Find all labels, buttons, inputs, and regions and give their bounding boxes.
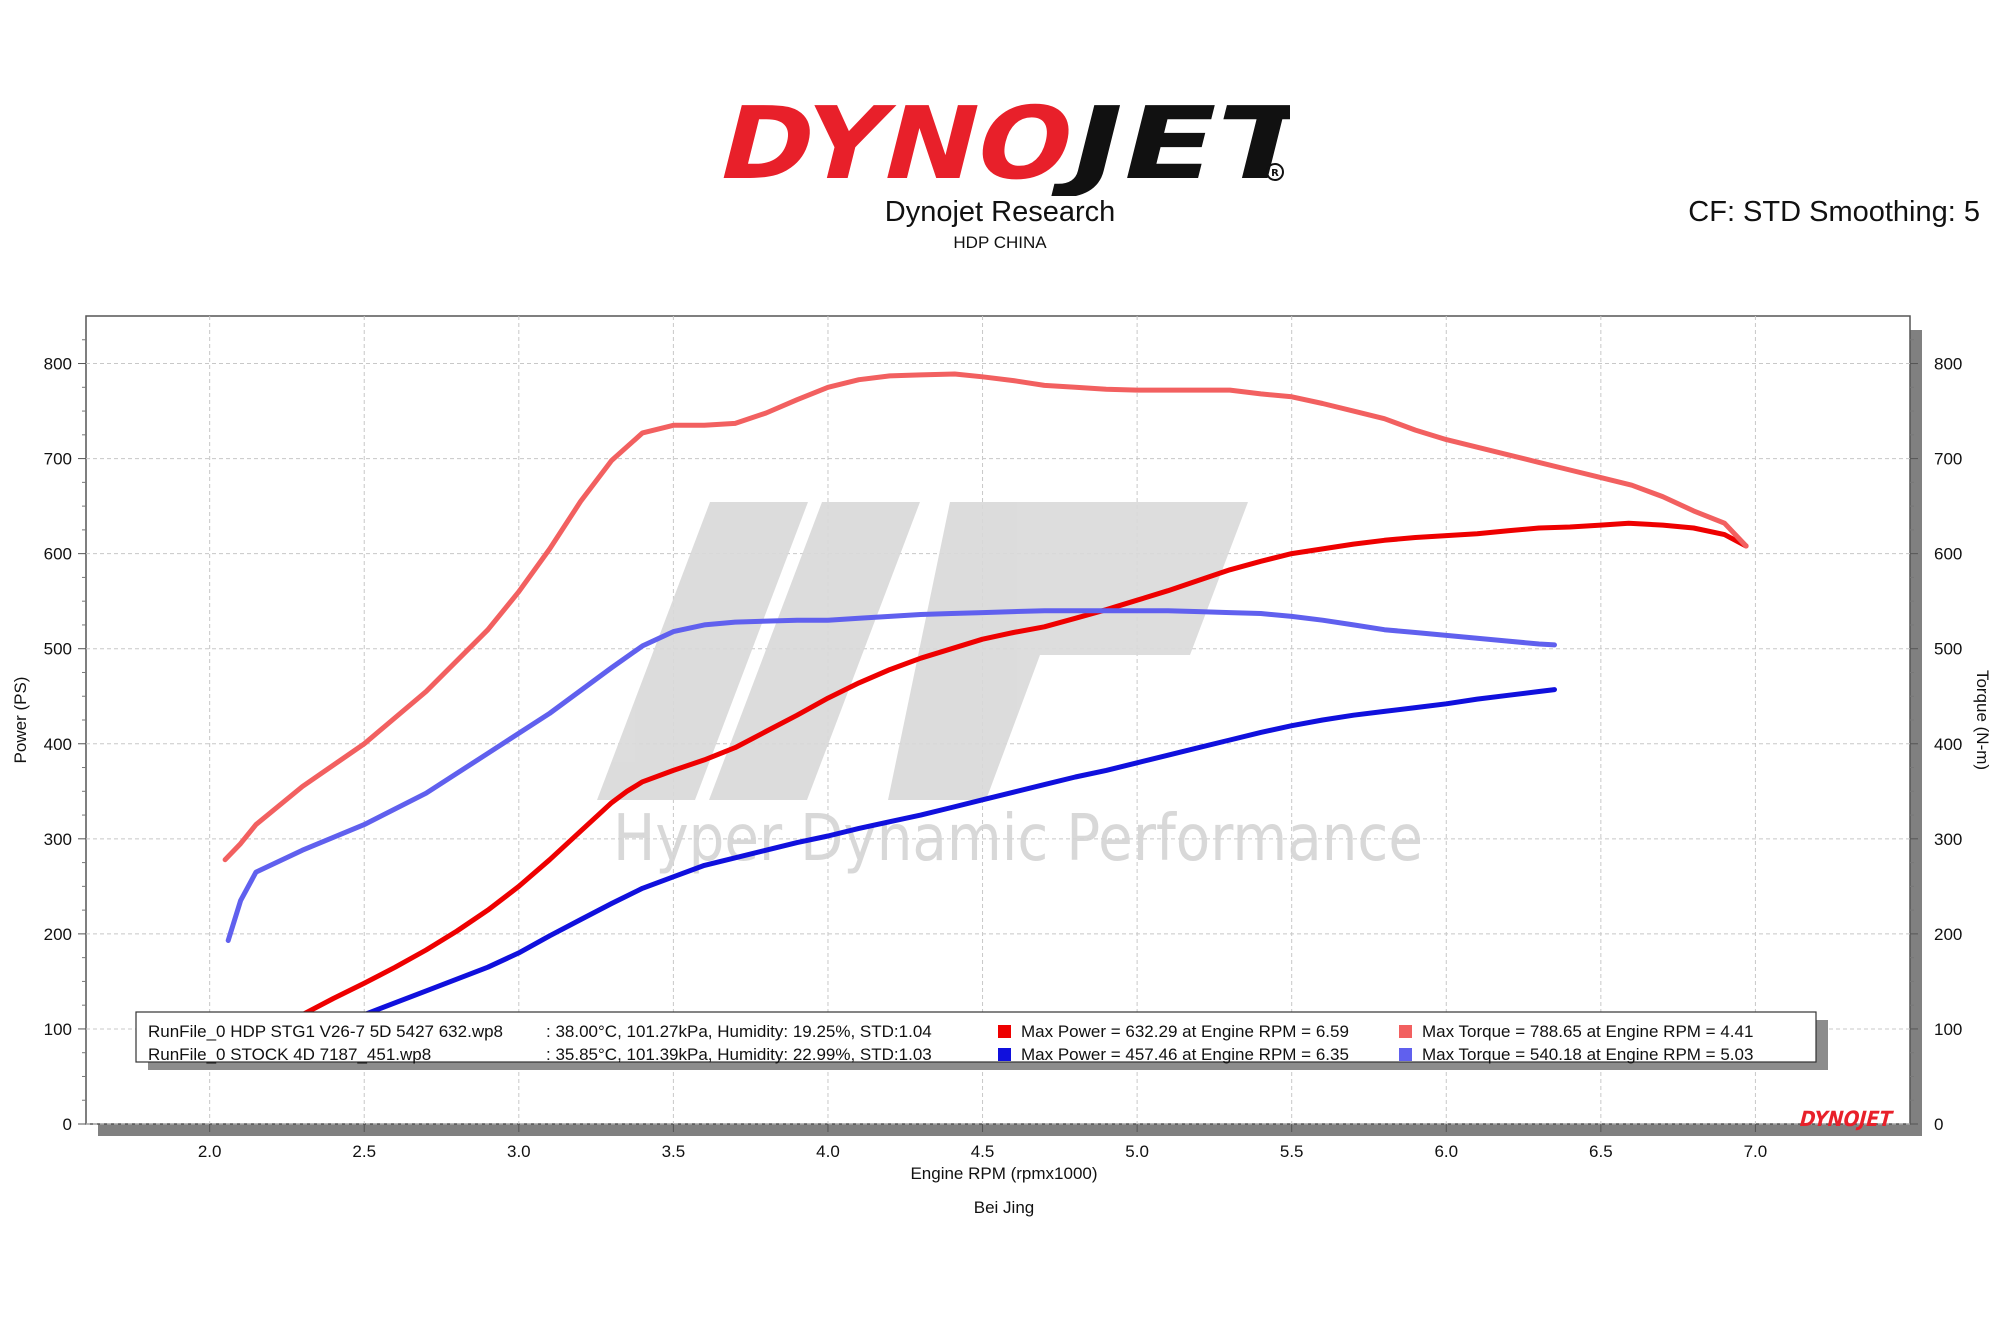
y-tick-label-left: 600 — [44, 545, 72, 564]
footer-logo-text: DYNOJET — [1797, 1107, 1896, 1132]
x-tick-label: 5.0 — [1125, 1142, 1149, 1161]
x-tick-label: 5.5 — [1280, 1142, 1304, 1161]
shop-location: HDP CHINA — [953, 233, 1047, 252]
x-tick-label: 3.0 — [507, 1142, 531, 1161]
x-tick-label: 2.5 — [352, 1142, 376, 1161]
series-line-run1-torque — [222, 371, 1749, 863]
registered-icon — [1266, 163, 1284, 181]
legend-max-torque: Max Torque = 788.65 at Engine RPM = 4.41 — [1422, 1022, 1753, 1041]
x-tick-label: 2.0 — [198, 1142, 222, 1161]
y-tick-label-left: 0 — [63, 1115, 72, 1134]
y-tick-label-right: 200 — [1934, 925, 1962, 944]
logo-part-dyno: DYNO — [710, 96, 1087, 196]
series-line-run2-power — [222, 687, 1557, 1068]
y-tick-label-left: 400 — [44, 735, 72, 754]
legend-panel — [135, 1011, 1817, 1063]
y-tick-label-right: 800 — [1934, 355, 1962, 374]
x-tick-label: 3.5 — [662, 1142, 686, 1161]
frame-shadow — [98, 1124, 1920, 1136]
legend-power-swatch — [998, 1048, 1011, 1061]
watermark-stripe — [709, 502, 920, 800]
y-tick-label-left: 700 — [44, 450, 72, 469]
company-name: Dynojet Research — [884, 196, 1116, 228]
dynojet-logo: DYNO JET R — [710, 96, 1290, 196]
y-tick-label-left: 800 — [44, 355, 72, 374]
x-tick-label: 6.0 — [1434, 1142, 1458, 1161]
series-layer — [222, 371, 1749, 1068]
legend-run-conditions: : 35.85°C, 101.39kPa, Humidity: 22.99%, … — [546, 1045, 932, 1064]
x-tick-label: 4.0 — [816, 1142, 840, 1161]
logo-part-jet: JET — [1050, 96, 1290, 196]
x-tick-label: 4.5 — [971, 1142, 995, 1161]
legend-power-swatch — [998, 1025, 1011, 1038]
y-tick-label-left: 500 — [44, 640, 72, 659]
x-tick-label: 6.5 — [1589, 1142, 1613, 1161]
y-tick-label-right: 700 — [1934, 450, 1962, 469]
x-tick-label: 7.0 — [1744, 1142, 1768, 1161]
hdp-watermark: Hyper Dynamic Performance — [597, 502, 1423, 876]
legend-max-power: Max Power = 632.29 at Engine RPM = 6.59 — [1021, 1022, 1349, 1041]
series-line-run1-power — [222, 520, 1749, 1049]
frame-shadow — [1910, 330, 1922, 1136]
legend-run-conditions: : 38.00°C, 101.27kPa, Humidity: 19.25%, … — [546, 1022, 932, 1041]
footer-location: Bei Jing — [974, 1198, 1034, 1217]
y-tick-label-right: 400 — [1934, 735, 1962, 754]
y-tick-label-right: 500 — [1934, 640, 1962, 659]
series-line-run2-torque — [225, 608, 1557, 943]
y-tick-label-left: 300 — [44, 830, 72, 849]
legend-max-power: Max Power = 457.46 at Engine RPM = 6.35 — [1021, 1045, 1349, 1064]
legend-box: RunFile_0 HDP STG1 V26-7 5D 5427 632.wp8… — [135, 1011, 1828, 1070]
legend-run-file: RunFile_0 STOCK 4D 7187_451.wp8 — [148, 1045, 431, 1064]
y-tick-label-left: 100 — [44, 1020, 72, 1039]
footer-logo: DYNOJET — [1797, 1107, 1896, 1132]
svg-text:R: R — [1271, 168, 1279, 179]
legend-max-torque: Max Torque = 540.18 at Engine RPM = 5.03 — [1422, 1045, 1753, 1064]
legend-torque-swatch — [1399, 1048, 1412, 1061]
y-tick-label-right: 600 — [1934, 545, 1962, 564]
y-tick-label-right: 0 — [1934, 1115, 1943, 1134]
y-axis-label-right: Torque (N-m) — [1973, 670, 1992, 770]
correction-settings: CF: STD Smoothing: 5 — [1688, 196, 1980, 228]
y-axis-label-left: Power (PS) — [11, 677, 30, 764]
y-tick-label-right: 100 — [1934, 1020, 1962, 1039]
watermark-stripe — [888, 502, 1248, 800]
x-axis-label: Engine RPM (rpmx1000) — [910, 1164, 1097, 1183]
watermark-stripe — [597, 502, 808, 800]
legend-torque-swatch — [1399, 1025, 1412, 1038]
y-tick-label-left: 200 — [44, 925, 72, 944]
y-tick-label-right: 300 — [1934, 830, 1962, 849]
legend-run-file: RunFile_0 HDP STG1 V26-7 5D 5427 632.wp8 — [148, 1022, 503, 1041]
watermark-text: Hyper Dynamic Performance — [613, 802, 1423, 876]
